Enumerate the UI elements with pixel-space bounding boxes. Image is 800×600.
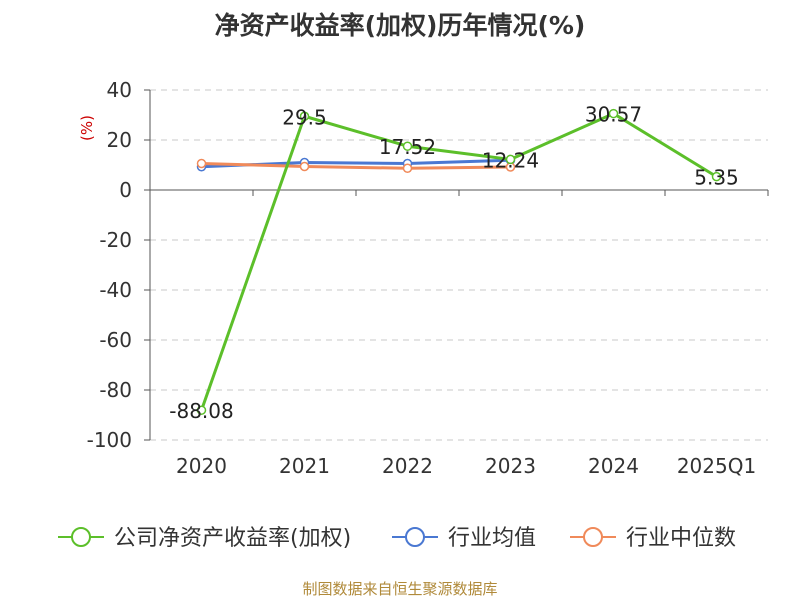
data-label: 30.57 <box>585 103 642 127</box>
legend-label: 行业均值 <box>448 526 536 551</box>
y-tick-label: -80 <box>99 378 132 402</box>
series-line <box>200 112 718 411</box>
x-tick-label: 2020 <box>176 454 227 478</box>
x-tick-label: 2023 <box>485 454 536 478</box>
y-tick-label: -100 <box>87 428 132 452</box>
data-point <box>402 163 413 173</box>
legend-marker <box>405 527 425 547</box>
data-label: 29.5 <box>282 105 327 129</box>
y-tick-label: -40 <box>99 278 132 302</box>
y-tick-label: -20 <box>99 228 132 252</box>
x-tick-label: 2024 <box>588 454 639 478</box>
data-point <box>196 405 207 415</box>
legend-marker <box>583 527 603 547</box>
x-tick-label: 2021 <box>279 454 330 478</box>
data-point <box>299 161 310 172</box>
source-note: 制图数据来自恒生聚源数据库 <box>302 580 498 598</box>
y-tick-label: -60 <box>99 328 132 352</box>
data-point <box>505 154 516 165</box>
x-tick-label: 2025Q1 <box>677 454 756 478</box>
legend-label: 行业中位数 <box>626 526 736 551</box>
data-label: -88.08 <box>169 399 233 423</box>
data-point <box>608 108 619 119</box>
y-tick-label: 40 <box>107 78 132 102</box>
data-label: 12.24 <box>482 148 539 172</box>
y-tick-label: 20 <box>107 128 132 152</box>
y-tick-label: 0 <box>119 178 132 202</box>
data-point <box>711 171 722 182</box>
data-label: 5.35 <box>694 166 739 190</box>
data-point <box>196 158 207 169</box>
series-line <box>201 162 511 170</box>
data-point <box>402 141 413 151</box>
data-label: 17.52 <box>379 135 436 159</box>
x-tick-label: 2022 <box>382 454 433 478</box>
legend-label: 公司净资产收益率(加权) <box>114 526 351 551</box>
data-point <box>299 111 310 121</box>
chart-title: 净资产收益率(加权)历年情况(%) <box>214 11 586 40</box>
y-axis-label: (%) <box>78 115 96 141</box>
legend-marker <box>71 527 91 547</box>
